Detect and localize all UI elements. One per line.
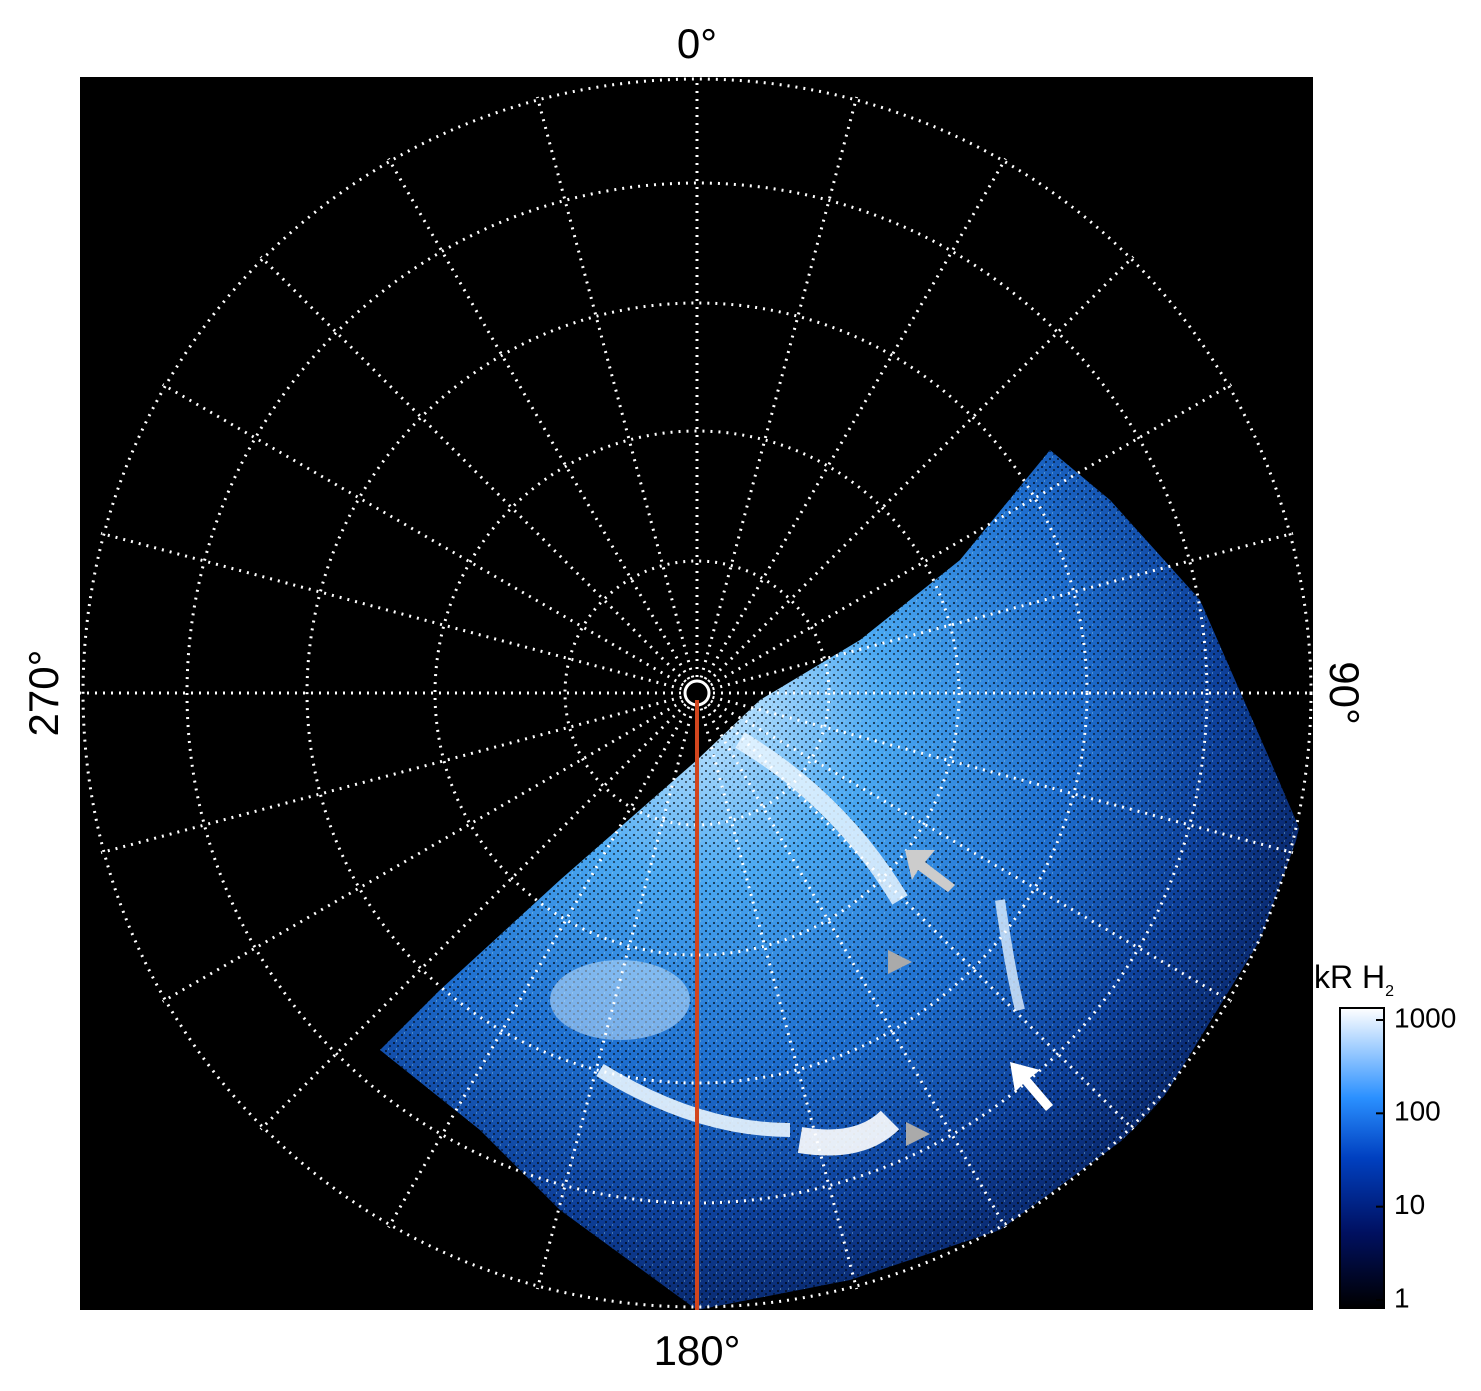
label-left: 270°: [20, 650, 67, 737]
aurora-image: [380, 450, 1300, 1310]
colorbar-title-sub: 2: [1385, 983, 1394, 1000]
latitude-circle: [305, 301, 1089, 1085]
colorbar-tick-label: 100: [1394, 1096, 1441, 1127]
latitude-circle: [563, 559, 831, 827]
arrows: [888, 850, 1053, 1146]
colorbar-title: kR H2: [1314, 959, 1394, 1000]
colorbar: [1339, 1007, 1385, 1309]
latitude-circle: [81, 77, 1313, 1309]
label-top: 0°: [677, 20, 717, 67]
latitude-circle: [433, 429, 961, 957]
label-bottom: 180°: [654, 1327, 741, 1374]
colorbar-tick-label: 1: [1394, 1282, 1410, 1313]
colorbar-tick-label: 10: [1394, 1189, 1425, 1220]
colorbar-tick-label: 1000: [1394, 1002, 1456, 1033]
label-right: 90°: [1321, 661, 1368, 725]
colorbar-ticks: 1 10 100 1000: [1376, 1002, 1456, 1313]
colorbar-title-main: kR H: [1314, 959, 1385, 995]
